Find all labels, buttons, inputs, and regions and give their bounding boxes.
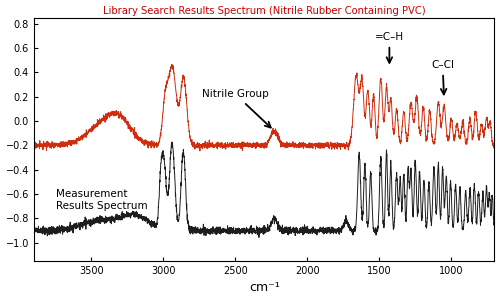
Text: =C–H: =C–H: [375, 32, 404, 63]
Text: C–Cl: C–Cl: [431, 60, 454, 94]
X-axis label: cm⁻¹: cm⁻¹: [249, 281, 280, 294]
Title: Library Search Results Spectrum (Nitrile Rubber Containing PVC): Library Search Results Spectrum (Nitrile…: [103, 6, 426, 16]
Text: Measurement
Results Spectrum: Measurement Results Spectrum: [56, 189, 147, 211]
Text: Nitrile Group: Nitrile Group: [202, 89, 271, 128]
